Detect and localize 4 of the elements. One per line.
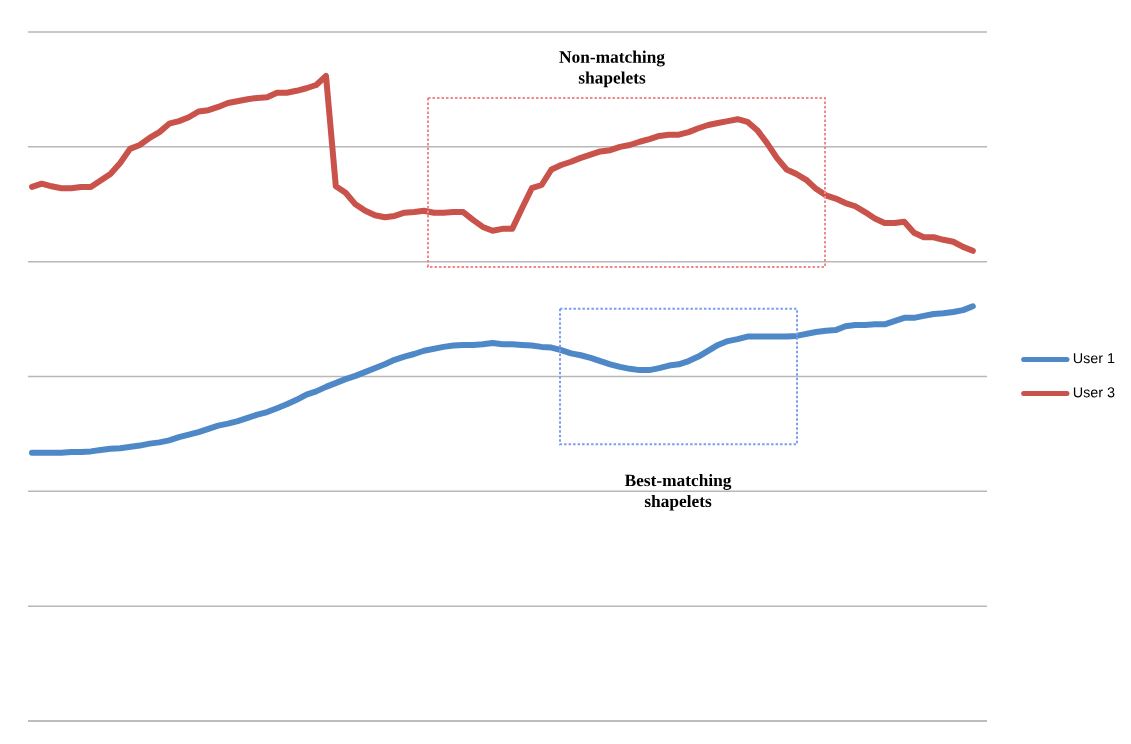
annotation: Best-matching shapelets xyxy=(624,474,732,511)
legend-label: User 3 xyxy=(1073,387,1115,398)
legend-label: User 1 xyxy=(1073,353,1115,364)
annotation: Non-matching shapelets xyxy=(559,50,665,88)
